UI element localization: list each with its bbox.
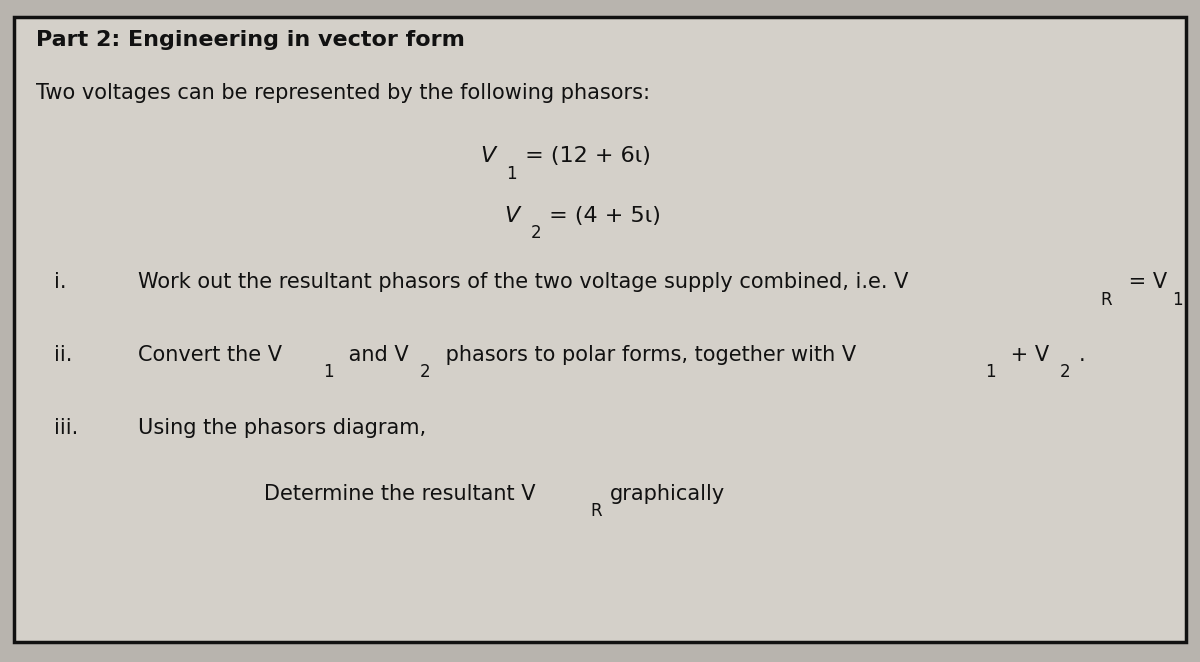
Text: graphically: graphically [610,484,725,504]
Text: + V: + V [1004,345,1050,365]
Text: 2: 2 [420,363,431,381]
Text: R: R [590,502,602,520]
Text: = (4 + 5ι): = (4 + 5ι) [542,206,661,226]
Text: Work out the resultant phasors of the two voltage supply combined, i.e. V: Work out the resultant phasors of the tw… [138,272,908,292]
Text: 1: 1 [506,165,517,183]
Text: V: V [480,146,496,166]
Text: ii.: ii. [54,345,72,365]
Text: .: . [1079,345,1086,365]
Text: phasors to polar forms, together with V: phasors to polar forms, together with V [439,345,857,365]
Text: i.: i. [54,272,66,292]
Text: 1: 1 [1172,291,1183,308]
Text: 2: 2 [1060,363,1070,381]
Text: Convert the V: Convert the V [138,345,282,365]
Text: 2: 2 [530,224,541,242]
Text: + V: + V [1194,272,1200,292]
Text: 1: 1 [323,363,334,381]
Text: 1: 1 [985,363,996,381]
FancyBboxPatch shape [14,17,1186,642]
Text: and V: and V [342,345,409,365]
Text: iii.: iii. [54,418,78,438]
Text: Two voltages can be represented by the following phasors:: Two voltages can be represented by the f… [36,83,650,103]
Text: R: R [1100,291,1112,308]
Text: = V: = V [1122,272,1168,292]
Text: Determine the resultant V: Determine the resultant V [264,484,535,504]
Text: Using the phasors diagram,: Using the phasors diagram, [138,418,426,438]
Text: V: V [504,206,520,226]
Text: Part 2: Engineering in vector form: Part 2: Engineering in vector form [36,30,464,50]
Text: = (12 + 6ι): = (12 + 6ι) [518,146,652,166]
